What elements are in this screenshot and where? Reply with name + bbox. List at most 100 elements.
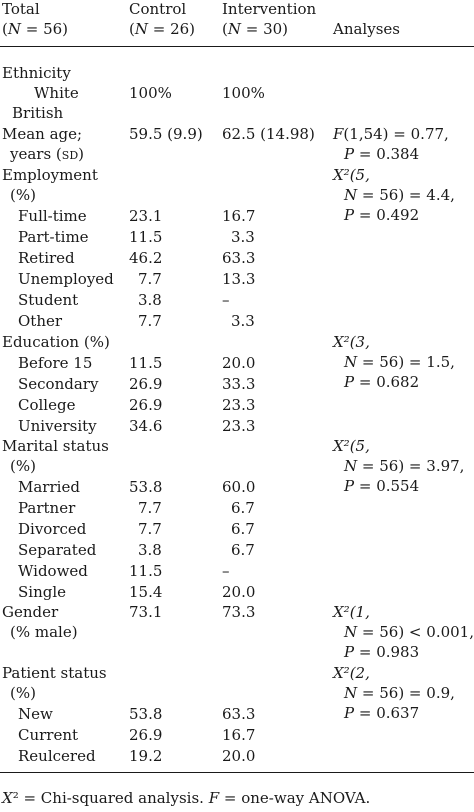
row-label-new: New [18,705,53,723]
cell-white-intervention: 100% [222,84,265,102]
cell-university-control: 34.6 [129,417,163,435]
cell-other-control: 7.7 [138,312,162,330]
header-intervention-n: (N = 30) [222,20,289,38]
cell-current-intervention: 16.7 [222,726,256,744]
cell-age-analysis-1: F(1,54) = 0.77, [333,125,449,143]
row-label-british: British [12,104,64,122]
cell-pat-analysis-3: P = 0.637 [344,704,420,722]
cell-fulltime-control: 23.1 [129,207,163,225]
row-label-parttime: Part-time [18,228,89,246]
cell-widowed-intervention: – [222,562,230,580]
row-label-patient-pct: (%) [10,684,36,702]
cell-secondary-control: 26.9 [129,375,163,393]
row-label-single: Single [18,583,67,601]
header-control-n: (N = 26) [129,20,196,38]
table-footnote: X² = Chi-squared analysis. F = one-way A… [2,789,371,807]
row-label-married: Married [18,478,80,496]
row-label-white: White [34,84,79,102]
cell-age-analysis-2: P = 0.384 [344,145,420,163]
row-label-education: Education (%) [2,333,110,351]
row-label-ethnicity: Ethnicity [2,64,71,82]
row-label-widowed: Widowed [18,562,88,580]
cell-parttime-control: 11.5 [129,228,163,246]
row-label-partner: Partner [18,499,76,517]
row-label-university: University [18,417,97,435]
cell-divorced-control: 7.7 [138,520,162,538]
cell-gender-intervention: 73.3 [222,603,256,621]
cell-new-intervention: 63.3 [222,705,256,723]
row-label-marital-pct: (%) [10,457,36,475]
cell-edu-analysis-3: P = 0.682 [344,373,420,391]
cell-pat-analysis-2: N = 56) = 0.9, [344,684,455,702]
cell-gen-analysis-1: X²(1, [333,603,370,621]
cell-fulltime-intervention: 16.7 [222,207,256,225]
cell-gen-analysis-3: P = 0.983 [344,643,420,661]
cell-retired-control: 46.2 [129,249,163,267]
row-label-employment-pct: (%) [10,186,36,204]
cell-reulcered-control: 19.2 [129,747,163,765]
cell-edu-analysis-2: N = 56) = 1.5, [344,353,455,371]
cell-divorced-intervention: 6.7 [231,520,255,538]
row-label-unemployed: Unemployed [18,270,114,288]
row-label-before15: Before 15 [18,354,93,372]
cell-mar-analysis-1: X²(5, [333,437,370,455]
header-control: Control [129,0,187,18]
cell-single-intervention: 20.0 [222,583,256,601]
cell-married-control: 53.8 [129,478,163,496]
cell-mar-analysis-2: N = 56) = 3.97, [344,457,465,475]
cell-retired-intervention: 63.3 [222,249,256,267]
row-label-employment: Employment [2,166,98,184]
row-label-reulcered: Reulcered [18,747,96,765]
cell-secondary-intervention: 33.3 [222,375,256,393]
row-label-fulltime: Full-time [18,207,87,225]
row-label-years-sd: years (sd) [10,145,85,163]
header-analyses: Analyses [333,20,400,38]
cell-emp-analysis-2: N = 56) = 4.4, [344,186,455,204]
row-label-mean-age: Mean age; [2,125,83,143]
cell-edu-analysis-1: X²(3, [333,333,370,351]
cell-partner-control: 7.7 [138,499,162,517]
header-intervention: Intervention [222,0,317,18]
cell-widowed-control: 11.5 [129,562,163,580]
cell-emp-analysis-3: P = 0.492 [344,206,420,224]
cell-emp-analysis-1: X²(5, [333,166,370,184]
cell-before15-control: 11.5 [129,354,163,372]
row-label-divorced: Divorced [18,520,87,538]
cell-college-intervention: 23.3 [222,396,256,414]
cell-student-intervention: – [222,291,230,309]
cell-married-intervention: 60.0 [222,478,256,496]
row-label-retired: Retired [18,249,75,267]
row-label-current: Current [18,726,79,744]
cell-age-intervention: 62.5 (14.98) [222,125,315,143]
bottom-rule [0,772,474,774]
cell-college-control: 26.9 [129,396,163,414]
cell-single-control: 15.4 [129,583,163,601]
row-label-other: Other [18,312,63,330]
cell-before15-intervention: 20.0 [222,354,256,372]
row-label-college: College [18,396,76,414]
row-label-secondary: Secondary [18,375,99,393]
header-rule [0,46,474,48]
cell-partner-intervention: 6.7 [231,499,255,517]
cell-mar-analysis-3: P = 0.554 [344,477,420,495]
cell-student-control: 3.8 [138,291,162,309]
header-total-n: (N = 56) [2,20,69,38]
cell-white-control: 100% [129,84,172,102]
row-label-separated: Separated [18,541,97,559]
cell-current-control: 26.9 [129,726,163,744]
cell-new-control: 53.8 [129,705,163,723]
cell-unemployed-intervention: 13.3 [222,270,256,288]
cell-unemployed-control: 7.7 [138,270,162,288]
cell-other-intervention: 3.3 [231,312,255,330]
cell-parttime-intervention: 3.3 [231,228,255,246]
cell-university-intervention: 23.3 [222,417,256,435]
cell-gen-analysis-2: N = 56) < 0.001, [344,623,474,641]
row-label-gender-male: (% male) [10,623,78,641]
header-total: Total [2,0,40,18]
row-label-gender: Gender [2,603,59,621]
cell-reulcered-intervention: 20.0 [222,747,256,765]
cell-gender-control: 73.1 [129,603,163,621]
row-label-student: Student [18,291,79,309]
cell-age-control: 59.5 (9.9) [129,125,203,143]
